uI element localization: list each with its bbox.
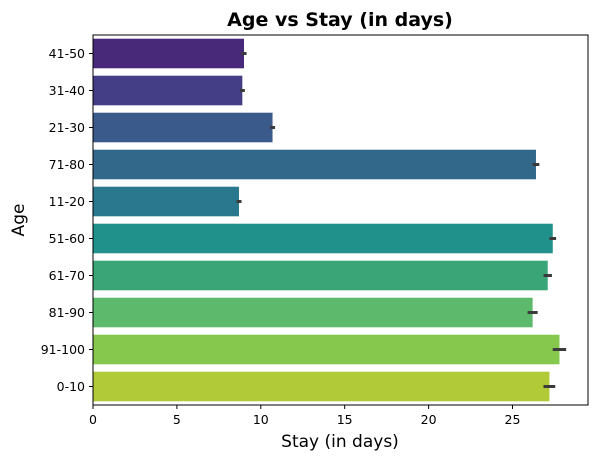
y-tick-label: 11-20 — [49, 194, 85, 209]
y-axis-label: Age — [9, 204, 29, 237]
bar-11-20 — [93, 186, 239, 217]
y-axis-ticks: 41-50 31-40 21-30 71-80 11-20 51-60 61-70 81-90… — [41, 46, 93, 394]
bar-41-50 — [93, 38, 245, 69]
bar-81-90 — [93, 297, 533, 328]
y-tick-label: 0-10 — [57, 379, 85, 394]
error-bars-group — [236, 52, 567, 388]
bar-91-100 — [93, 334, 560, 365]
y-tick-label: 61-70 — [49, 268, 85, 283]
bar-21-30 — [93, 112, 273, 143]
x-tick-label: 0 — [89, 412, 97, 427]
plot-frame — [92, 34, 589, 406]
y-tick-label: 21-30 — [49, 120, 85, 135]
x-tick-label: 15 — [337, 412, 353, 427]
y-tick-label: 91-100 — [41, 342, 85, 357]
bar-61-70 — [93, 260, 548, 291]
x-axis-ticks: 0 5 10 15 20 25 — [89, 405, 520, 427]
bar-71-80 — [93, 149, 536, 180]
y-tick-label: 31-40 — [49, 83, 85, 98]
y-tick-label: 71-80 — [49, 157, 85, 172]
x-tick-label: 10 — [253, 412, 269, 427]
y-tick-label: 51-60 — [49, 231, 85, 246]
x-axis-label: Stay (in days) — [281, 432, 399, 452]
x-tick-label: 25 — [505, 412, 521, 427]
y-tick-label: 41-50 — [49, 46, 85, 61]
bar-51-60 — [93, 223, 553, 254]
x-tick-label: 5 — [173, 412, 181, 427]
bar-31-40 — [93, 75, 243, 106]
bar-0-10 — [93, 371, 550, 402]
y-tick-label: 81-90 — [49, 305, 85, 320]
x-tick-label: 20 — [421, 412, 437, 427]
chart-title: Age vs Stay (in days) — [227, 9, 453, 31]
bars-group — [93, 38, 560, 402]
